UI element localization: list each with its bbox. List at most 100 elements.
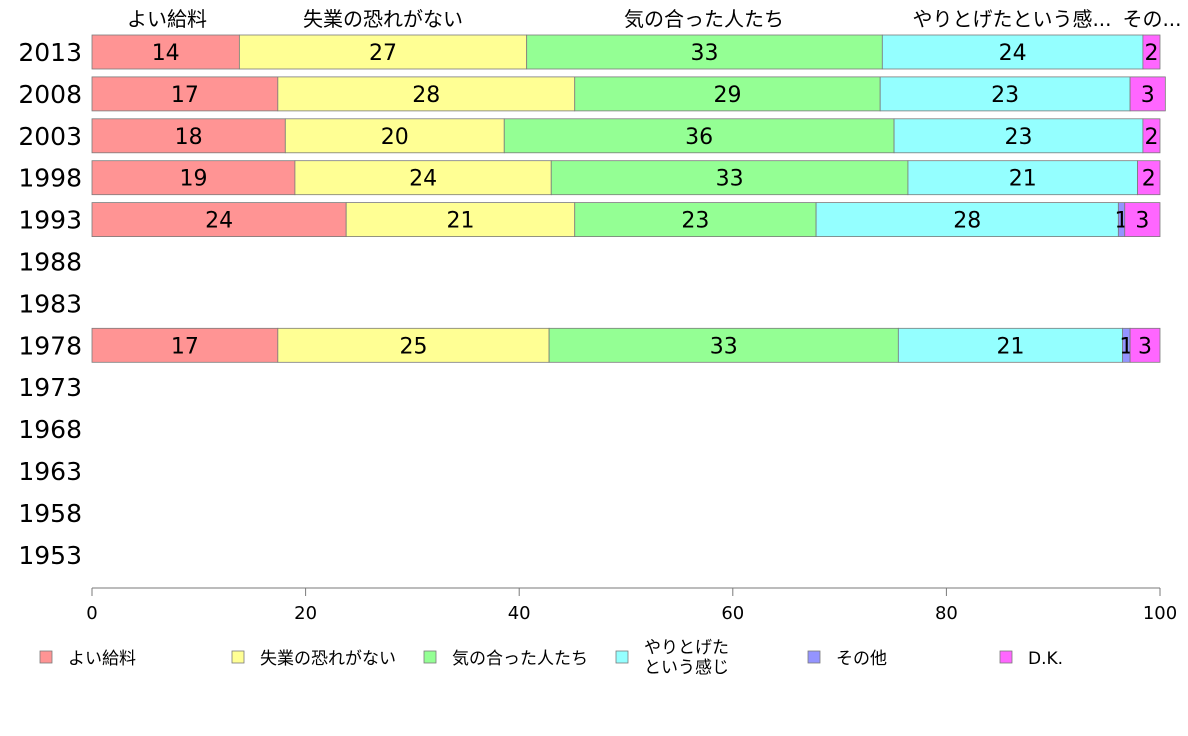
- bar-segment: [284, 118, 505, 154]
- x-tick-label: 80: [935, 603, 958, 624]
- data-label: 28: [953, 209, 981, 234]
- legend-swatch: [615, 650, 629, 664]
- bar-segment: [881, 34, 1144, 70]
- top-label: その...: [1122, 7, 1181, 31]
- data-label: 2: [1144, 41, 1158, 66]
- data-label: 17: [171, 334, 199, 359]
- bar-segment: [277, 327, 550, 363]
- legend-label: 失業の恐れがない: [260, 649, 396, 669]
- data-label: 3: [1135, 209, 1149, 234]
- data-label: 27: [369, 41, 397, 66]
- bar-segment: [574, 76, 881, 112]
- data-label: 33: [710, 334, 738, 359]
- legend-label: 気の合った人たち: [452, 649, 588, 669]
- bar-segment: [91, 34, 240, 70]
- bar-segment: [91, 202, 347, 238]
- data-label: 21: [446, 209, 474, 234]
- data-label: 17: [171, 83, 199, 108]
- year-label: 1953: [18, 541, 82, 570]
- data-label: 23: [681, 209, 709, 234]
- bar-segment: [503, 118, 895, 154]
- data-label: 23: [1004, 125, 1032, 150]
- bar-segment: [345, 202, 576, 238]
- data-label: 28: [412, 83, 440, 108]
- legend-swatch: [807, 650, 821, 664]
- bar-segment: [526, 34, 883, 70]
- bar-segment: [1129, 327, 1161, 363]
- year-label: 1993: [18, 206, 82, 235]
- bars: 14 27 33 24 217 28 29 23 318 20 36 23 219 24 33 21 224 21…: [91, 34, 1166, 363]
- bar-segment: [815, 202, 1119, 238]
- data-label: 29: [713, 83, 741, 108]
- data-label: 24: [205, 209, 233, 234]
- year-label: 1958: [18, 499, 82, 528]
- year-label: 1988: [18, 248, 82, 277]
- legend-label: という感じ: [644, 658, 729, 678]
- year-label: 2013: [18, 38, 82, 67]
- x-tick-label: 40: [508, 603, 531, 624]
- bar-segment: [907, 160, 1138, 196]
- data-label: 24: [999, 41, 1027, 66]
- bar-segment: [238, 34, 528, 70]
- data-label: 19: [179, 167, 207, 192]
- data-label: 18: [175, 125, 203, 150]
- data-label: 14: [152, 41, 180, 66]
- year-label: 1963: [18, 457, 82, 486]
- bar-segment: [91, 327, 279, 363]
- bar-segment: [1137, 160, 1161, 196]
- data-label: 3: [1141, 83, 1155, 108]
- x-tick-label: 0: [86, 603, 97, 624]
- data-label: 36: [685, 125, 713, 150]
- year-label: 1998: [18, 164, 82, 193]
- bar-segment: [91, 160, 296, 196]
- data-label: 2: [1142, 167, 1156, 192]
- bar-segment: [277, 76, 576, 112]
- data-label: 21: [1009, 167, 1037, 192]
- legend-swatch: [231, 650, 245, 664]
- data-label: 3: [1138, 334, 1152, 359]
- year-label: 1973: [18, 373, 82, 402]
- top-labels: よい給料 失業の恐れがない 気の合った人たち やりとげたという感... その...: [127, 7, 1182, 31]
- year-label: 1983: [18, 289, 82, 318]
- top-label: 気の合った人たち: [624, 7, 784, 31]
- legend-label: D.K.: [1028, 649, 1063, 669]
- legend-label: よい給料: [68, 649, 136, 669]
- year-labels: 2013 2008 2003 1998 1993 1988 1983 1978 1973 1968…: [18, 38, 82, 570]
- bar-segment: [1142, 34, 1161, 70]
- legend-label: やりとげた: [644, 638, 729, 658]
- x-tick-label: 60: [721, 603, 744, 624]
- bar-segment: [1129, 76, 1166, 112]
- bar-segment: [91, 76, 279, 112]
- data-label: 33: [690, 41, 718, 66]
- data-label: 21: [996, 334, 1024, 359]
- top-label: よい給料: [127, 7, 207, 31]
- top-label: 失業の恐れがない: [303, 7, 463, 31]
- year-label: 1968: [18, 415, 82, 444]
- data-label: 2: [1144, 125, 1158, 150]
- data-label: 25: [399, 334, 427, 359]
- year-label: 2008: [18, 80, 82, 109]
- data-label: 24: [409, 167, 437, 192]
- legend-swatch: [999, 650, 1013, 664]
- bar-segment: [1124, 202, 1161, 238]
- legend-label: その他: [836, 649, 887, 669]
- bar-segment: [893, 118, 1144, 154]
- bar-segment: [1142, 118, 1161, 154]
- top-label: やりとげたという感...: [912, 7, 1111, 31]
- bar-segment: [879, 76, 1131, 112]
- year-label: 1978: [18, 331, 82, 360]
- legend-swatch: [39, 650, 53, 664]
- bar-segment: [548, 327, 899, 363]
- x-axis: 0 20 40 60 80 100: [86, 587, 1177, 624]
- legend-swatch: [423, 650, 437, 664]
- year-label: 2003: [18, 122, 82, 151]
- x-tick-label: 20: [294, 603, 317, 624]
- bar-segment: [897, 327, 1124, 363]
- data-label: 23: [991, 83, 1019, 108]
- bar-segment: [91, 118, 286, 154]
- data-label: 33: [716, 167, 744, 192]
- x-tick-label: 100: [1143, 603, 1177, 624]
- data-label: 20: [381, 125, 409, 150]
